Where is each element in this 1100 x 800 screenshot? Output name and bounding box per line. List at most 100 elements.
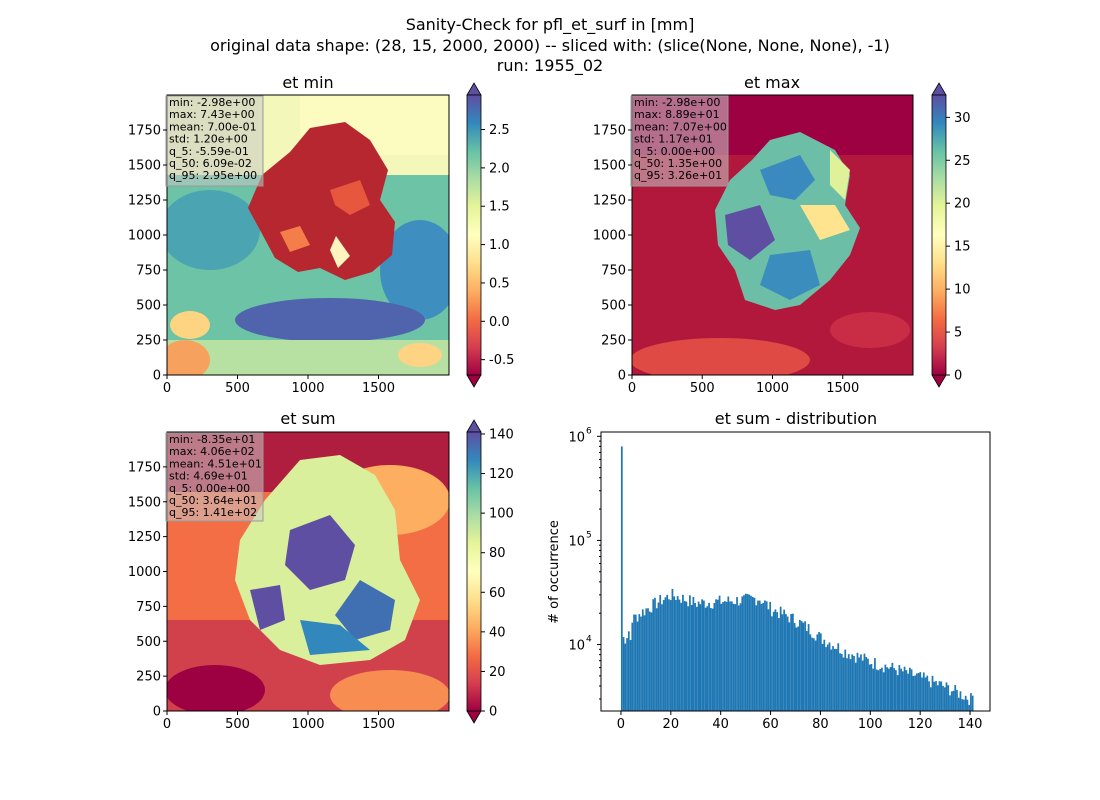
histogram-bar	[685, 601, 688, 711]
histogram-bar	[645, 608, 648, 711]
heatmap-image	[167, 432, 449, 711]
y-tick-label: 500	[601, 299, 626, 314]
histogram-bar	[736, 597, 738, 711]
histogram-bar	[753, 597, 756, 711]
y-tick-label: 1500	[593, 159, 626, 174]
histogram-bar	[919, 672, 922, 711]
y-axis-label: # of occurrence	[547, 520, 562, 624]
histogram-bar	[870, 663, 873, 711]
colorbar-tick-label: 60	[489, 586, 506, 601]
colorbar-tick-label: 0	[489, 705, 497, 720]
x-tick-label: 1000	[291, 717, 324, 732]
histogram-bar	[816, 634, 819, 711]
histogram-bar	[779, 606, 782, 711]
histogram-bar	[921, 677, 923, 711]
histogram-bar	[655, 608, 658, 711]
histogram-bar	[751, 596, 754, 711]
histogram-bar	[828, 642, 831, 711]
histogram-bar	[819, 633, 822, 711]
colorbar-tick-label: 40	[489, 625, 506, 640]
y-tick-exponent: 4	[586, 635, 592, 645]
y-ticks: 0 250 500 750 1000 1250 1500 1750	[593, 124, 632, 384]
x-tick-label: 120	[908, 717, 933, 732]
histogram-bar	[689, 595, 691, 711]
x-ticks: 0 500 1000 1500	[163, 375, 395, 396]
stat-line: max: 4.06e+02	[169, 445, 255, 458]
y-tick-label: 1250	[593, 194, 626, 209]
y-tick-exponent: 6	[586, 426, 592, 436]
histogram-bar	[940, 681, 943, 711]
histogram-bar	[793, 622, 796, 711]
histogram-bar	[627, 631, 630, 711]
histogram-bar	[912, 676, 915, 711]
histogram-bar	[956, 689, 958, 711]
colorbar-gradient	[466, 94, 482, 376]
y-tick-label: 750	[136, 264, 161, 279]
histogram-bar	[664, 597, 667, 711]
stat-line: q_5: 0.00e+00	[169, 482, 250, 495]
y-tick-label: 1000	[128, 565, 161, 580]
suptitle-line-2: original data shape: (28, 15, 2000, 2000…	[210, 36, 890, 55]
x-ticks: 0 500 1000 1500	[628, 375, 859, 396]
histogram-bar	[783, 609, 786, 711]
histogram-bar	[802, 622, 805, 711]
histogram-bar	[903, 666, 906, 711]
histogram-bar	[942, 685, 944, 711]
suptitle-line-3: run: 1955_02	[497, 56, 603, 76]
histogram-bar	[643, 615, 646, 711]
histogram-bar	[697, 601, 700, 711]
stat-line: std: 1.17e+01	[634, 133, 713, 146]
stat-line: max: 8.89e+01	[634, 108, 720, 121]
histogram-bar	[786, 616, 789, 711]
histogram-bars	[620, 446, 974, 711]
y-tick-label: 500	[136, 299, 161, 314]
histogram-bar	[858, 657, 861, 711]
histogram-bar	[746, 594, 749, 711]
histogram-bar	[701, 599, 703, 711]
y-tick-label: 1250	[128, 194, 161, 209]
colorbar-tick-label: 20	[489, 665, 506, 680]
stat-line: q_50: 3.64e+01	[169, 494, 257, 507]
histogram-bar	[690, 605, 693, 711]
histogram-bar	[881, 667, 883, 711]
colorbar-tick-label: 5	[954, 326, 962, 341]
y-tick-label: 250	[136, 334, 161, 349]
histogram-bar	[950, 691, 953, 711]
colorbar-tick-label: 10	[954, 283, 971, 298]
histogram-bar	[661, 604, 663, 711]
histogram-bar	[860, 654, 862, 711]
x-tick-label: 1500	[362, 717, 395, 732]
histogram-bar	[884, 664, 887, 711]
histogram-bar	[666, 594, 669, 711]
histogram-bar	[879, 668, 882, 711]
x-tick-label: 0	[617, 717, 625, 732]
histogram-bar	[778, 618, 780, 711]
histogram-bar	[723, 601, 726, 711]
histogram-bar	[683, 601, 686, 711]
histogram-bar	[671, 588, 674, 711]
histogram-bar	[968, 705, 971, 711]
histogram-bar	[947, 685, 950, 711]
histogram-bar	[922, 672, 925, 711]
histogram-bar	[696, 606, 698, 711]
colorbar-tick-label: 0.0	[489, 315, 510, 330]
x-tick-label: 40	[712, 717, 729, 732]
y-ticks: 0 250 500 750 1000 1250 1500 1750	[128, 124, 167, 384]
x-tick-label: 500	[225, 381, 250, 396]
colorbar-extend-min	[466, 710, 482, 724]
stat-line: min: -2.98e+00	[169, 96, 255, 109]
histogram-bar	[662, 600, 665, 711]
x-tick-label: 0	[163, 717, 171, 732]
panel-title: et max	[744, 73, 800, 92]
histogram-bar	[830, 649, 833, 711]
histogram-bar	[781, 614, 784, 711]
panel-title: et sum	[280, 409, 335, 428]
histogram-bar	[966, 699, 969, 711]
histogram-bar	[970, 693, 972, 711]
colorbar: -0.5 0.0 0.5 1.0 1.5 2.0 2.5	[466, 82, 514, 388]
colorbar-tick-label: 1.5	[489, 200, 510, 215]
y-tick-label: 0	[153, 369, 161, 384]
